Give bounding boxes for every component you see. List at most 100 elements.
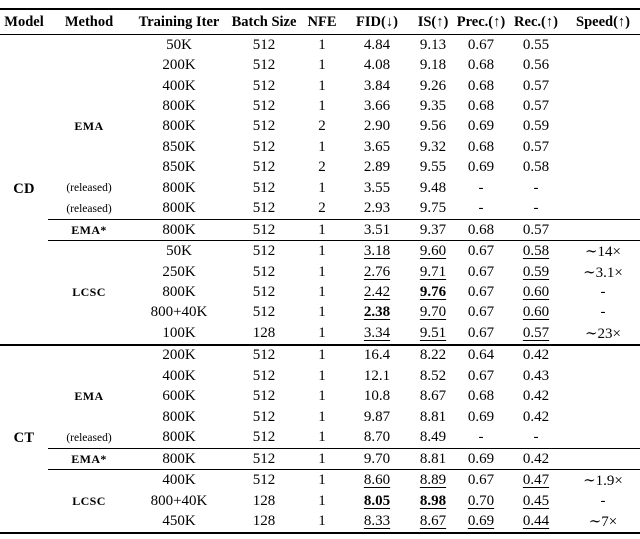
cell-rec: 0.60 — [506, 282, 566, 302]
table-row: EMA 600K 512 1 10.8 8.67 0.68 0.42 — [0, 387, 640, 407]
cell-value: 3.34 — [363, 324, 391, 341]
cell-batch: 512 — [228, 158, 300, 178]
cell-nfe: 1 — [300, 96, 344, 116]
cell-value: 4.84 — [363, 36, 391, 53]
cell-value: 0.55 — [522, 36, 550, 53]
cell-speed — [566, 55, 640, 75]
cell-value: 512 — [252, 138, 276, 155]
cell-fid: 3.65 — [344, 137, 410, 157]
cell-value: 1 — [318, 367, 326, 384]
cell-value: - — [478, 429, 484, 446]
cell-value: 1 — [318, 36, 326, 53]
cell-value: 10.8 — [363, 388, 391, 405]
cell-prec: 0.68 — [456, 96, 506, 116]
cell-prec: 0.68 — [456, 387, 506, 407]
cell-value: 800K — [162, 118, 196, 135]
cell-fid: 2.89 — [344, 158, 410, 178]
cell-prec: 0.69 — [456, 511, 506, 533]
cell-method — [48, 55, 130, 75]
cell-value: 850K — [162, 159, 196, 176]
cell-batch: 512 — [228, 470, 300, 491]
cell-value: 512 — [252, 429, 276, 446]
cell-value: 512 — [252, 263, 276, 280]
cell-value: 0.67 — [467, 263, 495, 280]
cell-value: - — [600, 492, 606, 509]
col-header-rec: Rec.(↑) — [506, 9, 566, 35]
cell-value: 3.51 — [363, 221, 391, 238]
cell-nfe: 1 — [300, 282, 344, 302]
cell-value: 3.65 — [363, 138, 391, 155]
cell-fid: 9.87 — [344, 407, 410, 427]
cell-value: 8.05 — [363, 492, 391, 509]
cell-is: 8.22 — [410, 343, 456, 367]
cell-value: 9.48 — [419, 179, 447, 196]
cell-fid: 3.18 — [344, 241, 410, 262]
table-row: 800K 512 1 9.87 8.81 0.69 0.42 — [0, 407, 640, 427]
cell-prec: 0.68 — [456, 76, 506, 96]
cell-value: 450K — [162, 513, 196, 530]
cell-value: 2 — [318, 118, 326, 135]
cell-method — [48, 366, 130, 386]
cell-fid: 2.93 — [344, 199, 410, 220]
cell-fid: 8.33 — [344, 511, 410, 533]
cell-value: 800K — [162, 284, 196, 301]
cell-rec: 0.57 — [506, 96, 566, 116]
table-row: CT 200K 512 1 16.4 8.22 0.64 0.42 — [0, 343, 640, 533]
cell-value: 800K — [162, 200, 196, 217]
cell-method: EMA* — [48, 218, 130, 242]
cell-value: 800+40K — [150, 492, 208, 509]
cell-value: 128 — [252, 324, 276, 341]
cell-value: 9.56 — [419, 118, 447, 135]
cell-batch: 512 — [228, 407, 300, 427]
cell-batch: 512 — [228, 218, 300, 242]
cell-method: LCSC — [72, 285, 106, 300]
col-header-speed: Speed(↑) — [566, 9, 640, 35]
cell-fid: 4.84 — [344, 35, 410, 56]
cell-prec: 0.70 — [456, 491, 506, 511]
cell-method — [48, 137, 130, 157]
cell-is: 8.67 — [410, 387, 456, 407]
table-row: CD 50K 512 1 4.84 9.13 0.67 0.55 — [0, 35, 640, 197]
cell-rec: 0.58 — [506, 241, 566, 262]
table-row: (released) 800K 512 2 2.93 9.75 - - — [0, 199, 640, 220]
cell-value: 0.57 — [522, 98, 550, 115]
cell-fid: 8.05 — [344, 491, 410, 511]
cell-speed — [566, 199, 640, 220]
cell-fid: 3.84 — [344, 76, 410, 96]
cell-fid: 3.34 — [344, 323, 410, 344]
cell-is: 9.71 — [410, 262, 456, 282]
cell-prec: 0.69 — [456, 158, 506, 178]
cell-fid: 8.70 — [344, 427, 410, 448]
cell-method — [48, 158, 130, 178]
cell-is: 8.98 — [410, 491, 456, 511]
cell-speed: ∼1.9× — [566, 470, 640, 491]
cell-method — [48, 343, 130, 367]
cell-rec: - — [506, 199, 566, 220]
cell-speed: - — [566, 491, 640, 511]
cell-is: 9.32 — [410, 137, 456, 157]
cell-rec: - — [506, 178, 566, 198]
table-row: EMA* 800K 512 1 9.70 8.81 0.69 0.42 — [0, 447, 640, 471]
cell-speed: ∼23× — [566, 323, 640, 344]
cell-batch: 512 — [228, 55, 300, 75]
cell-value: 512 — [252, 200, 276, 217]
cell-method — [48, 241, 130, 262]
cell-is: 8.81 — [410, 407, 456, 427]
cell-method — [48, 262, 130, 282]
cell-fid: 12.1 — [344, 366, 410, 386]
cell-method: (released) — [66, 431, 112, 444]
results-table: Model Method Training Iter Batch Size NF… — [0, 8, 640, 534]
cell-batch: 512 — [228, 241, 300, 262]
cell-nfe: 2 — [300, 158, 344, 178]
cell-value: 1 — [318, 138, 326, 155]
cell-value: 9.87 — [363, 408, 391, 425]
cell-value: 512 — [252, 347, 276, 364]
table-row: 400K 512 1 3.84 9.26 0.68 0.57 — [0, 76, 640, 96]
cell-value: 9.70 — [363, 450, 391, 467]
cell-fid: 2.38 — [344, 303, 410, 323]
cell-method — [48, 76, 130, 96]
cell-nfe: 2 — [300, 117, 344, 137]
col-header-batch-size: Batch Size — [228, 9, 300, 35]
cell-value: 128 — [252, 492, 276, 509]
cell-method: EMA* — [48, 447, 130, 471]
